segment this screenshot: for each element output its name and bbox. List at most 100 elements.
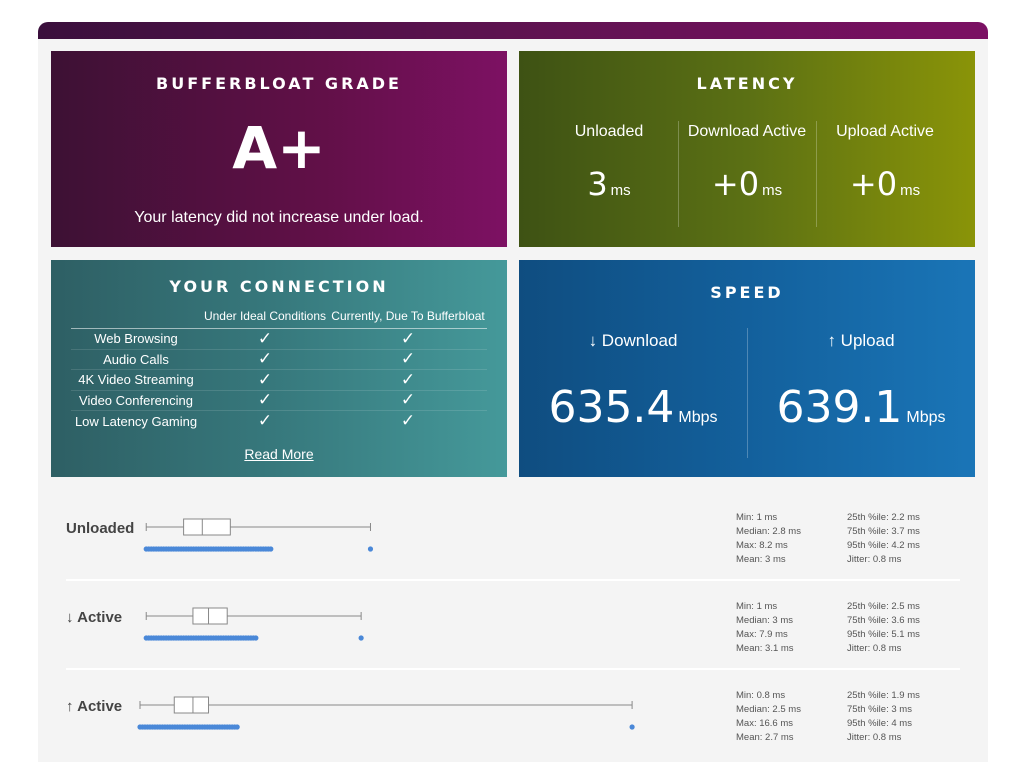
boxplot-label: ↓ Active: [66, 609, 123, 626]
table-row: 4K Video Streaming ✓ ✓: [71, 370, 487, 391]
boxplot-stats-left: Min: 0.8 ms Median: 2.5 ms Max: 16.6 ms …: [736, 689, 801, 745]
stat-p25: 25th %ile: 2.2 ms: [847, 512, 920, 523]
top-accent-bar: [38, 22, 988, 39]
stat-p95: 95th %ile: 4.2 ms: [847, 540, 920, 551]
latency-unloaded: Unloaded 3 ms: [540, 121, 678, 227]
bufferbloat-grade-card: BUFFERBLOAT GRADE A+ Your latency did no…: [51, 51, 507, 247]
stat-median: Median: 2.5 ms: [736, 704, 801, 715]
section-divider: [66, 668, 960, 670]
speed-upload-label: ↑ Upload: [827, 331, 895, 350]
boxplot-label: ↑ Active: [66, 698, 123, 715]
latency-download-value: +0: [711, 165, 760, 203]
latency-download-unit: ms: [762, 182, 783, 199]
boxplot-label: Unloaded: [66, 520, 135, 537]
check-icon: ✓: [400, 369, 416, 389]
sample-point: [268, 546, 274, 552]
check-icon: ✓: [400, 328, 416, 348]
stat-min: Min: 1 ms: [736, 601, 778, 612]
table-row: Audio Calls ✓ ✓: [71, 349, 487, 370]
boxplot-stats-right: 25th %ile: 1.9 ms 75th %ile: 3 ms 95th %…: [847, 689, 920, 745]
check-icon: ✓: [400, 349, 416, 369]
stat-p75: 75th %ile: 3.7 ms: [847, 526, 920, 537]
latency-upload-active: Upload Active +0 ms: [816, 121, 954, 227]
boxplot-download-active: ↓ Active Min: 1 ms Median: 3 ms Max: 7.9…: [66, 591, 960, 681]
check-icon: ✓: [257, 390, 273, 410]
your-connection-card: YOUR CONNECTION Under Ideal Conditions C…: [51, 260, 507, 477]
boxplot-chart: [143, 518, 374, 552]
results-panel: BUFFERBLOAT GRADE A+ Your latency did no…: [38, 22, 988, 762]
row-label: Video Conferencing: [79, 392, 193, 408]
boxplot-stats-right: 25th %ile: 2.5 ms 75th %ile: 3.6 ms 95th…: [847, 600, 920, 656]
sample-point: [358, 635, 364, 641]
table-row: Video Conferencing ✓ ✓: [71, 390, 487, 411]
table-row: Web Browsing ✓ ✓: [71, 329, 487, 350]
stat-max: Max: 16.6 ms: [736, 718, 794, 729]
speed-download-unit: Mbps: [678, 409, 718, 426]
speed-upload-value: 639.1: [776, 382, 903, 433]
speed-download: ↓ Download 635.4 Mbps: [519, 328, 747, 458]
sample-point: [234, 724, 240, 730]
boxplot-stats-left: Min: 1 ms Median: 3 ms Max: 7.9 ms Mean:…: [736, 600, 794, 656]
boxplot-chart: [143, 607, 364, 641]
latency-download-label: Download Active: [687, 123, 807, 140]
latency-card: LATENCY Unloaded 3 ms Download Active +0 m…: [519, 51, 975, 247]
boxplot-upload-active: ↑ Active Min: 0.8 ms Median: 2.5 ms Max:…: [66, 680, 960, 762]
stat-mean: Mean: 3 ms: [736, 554, 786, 565]
latency-divider: [816, 121, 817, 227]
check-icon: ✓: [257, 411, 273, 431]
boxplot-stats-left: Min: 1 ms Median: 2.8 ms Max: 8.2 ms Mea…: [736, 511, 801, 567]
connection-table: Under Ideal Conditions Currently, Due To…: [71, 309, 487, 432]
stat-mean: Mean: 3.1 ms: [736, 643, 794, 654]
latency-download-active: Download Active +0 ms: [678, 121, 816, 227]
stat-jitter: Jitter: 0.8 ms: [847, 643, 902, 654]
latency-unloaded-unit: ms: [610, 182, 631, 199]
stat-min: Min: 1 ms: [736, 512, 778, 523]
check-icon: ✓: [257, 328, 273, 348]
stat-p95: 95th %ile: 5.1 ms: [847, 629, 920, 640]
speed-upload: ↑ Upload 639.1 Mbps: [747, 328, 975, 458]
grade-title: BUFFERBLOAT GRADE: [156, 74, 402, 93]
stat-p75: 75th %ile: 3.6 ms: [847, 615, 920, 626]
boxplot-stats-right: 25th %ile: 2.2 ms 75th %ile: 3.7 ms 95th…: [847, 511, 920, 567]
iqr-box: [192, 607, 228, 625]
speed-upload-unit: Mbps: [906, 409, 946, 426]
read-more-link[interactable]: Read More: [244, 446, 314, 462]
speed-divider: [747, 328, 748, 458]
header-current: Currently, Due To Bufferbloat: [331, 309, 485, 323]
latency-unloaded-value: 3: [587, 165, 608, 203]
boxplot-unloaded: Unloaded Min: 1 ms Median: 2.8 ms Max: 8…: [66, 502, 960, 592]
latency-title: LATENCY: [696, 74, 798, 93]
stat-p95: 95th %ile: 4 ms: [847, 718, 912, 729]
stat-p75: 75th %ile: 3 ms: [847, 704, 912, 715]
latency-unloaded-label: Unloaded: [574, 123, 644, 140]
latency-upload-unit: ms: [900, 182, 921, 199]
row-label: Low Latency Gaming: [74, 413, 198, 429]
speed-title: SPEED: [710, 283, 784, 302]
speed-download-value: 635.4: [548, 382, 675, 433]
stat-median: Median: 2.8 ms: [736, 526, 801, 537]
section-divider: [66, 579, 960, 581]
stat-min: Min: 0.8 ms: [736, 690, 786, 701]
sample-point: [367, 546, 374, 552]
stat-p25: 25th %ile: 1.9 ms: [847, 690, 920, 701]
check-icon: ✓: [257, 369, 273, 389]
stat-max: Max: 7.9 ms: [736, 629, 788, 640]
check-icon: ✓: [400, 390, 416, 410]
row-label: Web Browsing: [94, 331, 178, 347]
stat-p25: 25th %ile: 2.5 ms: [847, 601, 920, 612]
grade-letter: A+: [232, 114, 326, 182]
speed-download-label: ↓ Download: [588, 331, 678, 350]
latency-divider: [678, 121, 679, 227]
check-icon: ✓: [257, 349, 273, 369]
stat-jitter: Jitter: 0.8 ms: [847, 732, 902, 743]
grade-description: Your latency did not increase under load…: [134, 209, 424, 226]
row-label: 4K Video Streaming: [78, 372, 194, 388]
check-icon: ✓: [400, 411, 416, 431]
stat-median: Median: 3 ms: [736, 615, 794, 626]
connection-table-header: Under Ideal Conditions Currently, Due To…: [71, 309, 487, 329]
stat-jitter: Jitter: 0.8 ms: [847, 554, 902, 565]
row-label: Audio Calls: [103, 351, 169, 367]
iqr-box: [173, 696, 210, 714]
iqr-box: [183, 518, 231, 536]
table-row: Low Latency Gaming ✓ ✓: [71, 411, 487, 432]
